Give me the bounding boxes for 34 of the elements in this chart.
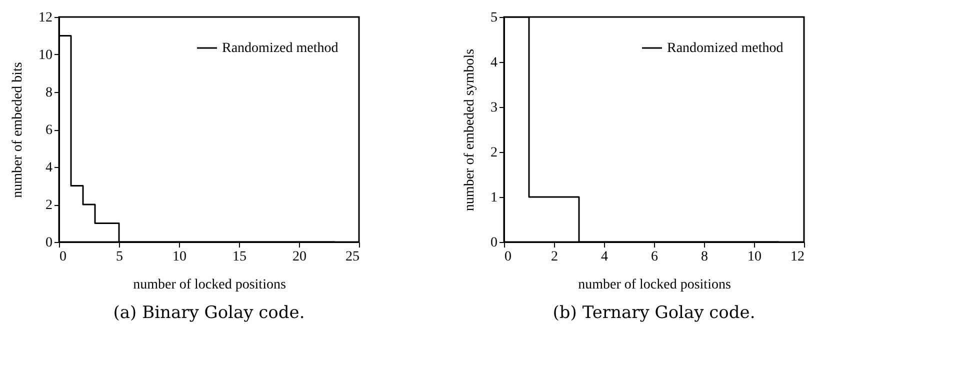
x-tick-label: 10 bbox=[172, 250, 186, 264]
y-tick-label: 4 bbox=[490, 56, 498, 70]
x-tick-label: 2 bbox=[551, 250, 558, 264]
y-tick-label: 1 bbox=[490, 190, 498, 206]
y-tick-label: 12 bbox=[38, 10, 52, 26]
x-tick-label: 5 bbox=[116, 250, 123, 264]
text: (a) Binary Golay code. bbox=[113, 303, 305, 323]
x-tick-label: 20 bbox=[292, 250, 306, 264]
x-tick-label: 15 bbox=[232, 250, 246, 264]
y-tick-label: 0 bbox=[46, 236, 52, 250]
y-tick-label: 0 bbox=[490, 236, 498, 250]
x-tick-label: 0 bbox=[60, 250, 66, 264]
legend-label: Randomized method bbox=[667, 41, 784, 56]
text: (b) Ternary Golay code. bbox=[552, 303, 756, 323]
x-axis-title: number of locked positions bbox=[133, 278, 286, 292]
y-axis-title: number of embeded bits bbox=[10, 62, 26, 198]
y-tick-label: 3 bbox=[490, 100, 498, 116]
y-tick-label: 10 bbox=[38, 48, 52, 63]
y-tick-label: 2 bbox=[46, 198, 52, 213]
y-tick-label: 4 bbox=[46, 160, 52, 176]
y-tick-label: 8 bbox=[46, 86, 52, 100]
x-tick-label: 25 bbox=[346, 250, 360, 264]
x-axis-title: number of locked positions bbox=[578, 278, 731, 292]
x-tick-label: 6 bbox=[651, 250, 658, 264]
legend-label: Randomized method bbox=[222, 41, 338, 56]
x-tick-label: 8 bbox=[701, 250, 708, 264]
y-tick-label: 6 bbox=[46, 123, 52, 138]
y-tick-label: 2 bbox=[490, 146, 498, 160]
x-tick-label: 4 bbox=[601, 250, 608, 264]
x-tick-label: 0 bbox=[504, 250, 512, 264]
x-tick-label: 12 bbox=[790, 250, 804, 264]
x-tick-label: 10 bbox=[748, 250, 762, 264]
y-axis-title: number of embeded symbols bbox=[462, 48, 478, 212]
y-tick-label: 5 bbox=[490, 10, 498, 26]
